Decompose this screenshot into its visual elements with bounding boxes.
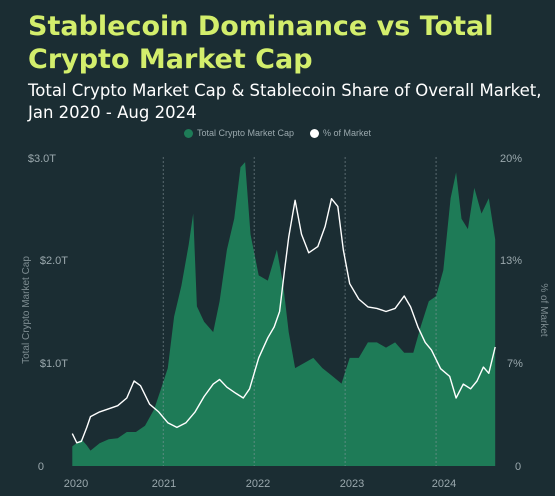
y-left-tick-label: $1.0T <box>40 358 68 370</box>
legend-item-market-cap[interactable]: Total Crypto Market Cap <box>183 128 295 138</box>
legend-label-percent: % of Market <box>323 128 372 138</box>
y-left-tick-label: $3.0T <box>28 153 56 165</box>
y-left-tick-label: 0 <box>38 461 44 473</box>
x-tick-label: 2020 <box>64 478 88 490</box>
y-right-tick-label: 0 <box>515 461 521 473</box>
y-left-tick-label: $2.0T <box>40 255 68 267</box>
y-right-tick-label: 20% <box>500 153 522 165</box>
y-right-tick-label: 13% <box>500 255 522 267</box>
x-tick-label: 2024 <box>432 478 456 490</box>
legend-swatch-percent <box>310 128 320 138</box>
y-right-tick-label: 7% <box>507 358 523 370</box>
legend-label-market-cap: Total Crypto Market Cap <box>196 128 295 138</box>
x-tick-label: 2021 <box>152 478 176 490</box>
percent-of-market-line <box>71 198 496 444</box>
chart-title: Stablecoin Dominance vs Total Crypto Mar… <box>28 11 494 75</box>
chart-subtitle: Total Crypto Market Cap & Stablecoin Sha… <box>28 81 542 122</box>
legend-swatch-market-cap <box>183 128 193 138</box>
x-tick-label: 2022 <box>246 478 270 490</box>
y-right-axis-title: % of Market <box>538 283 549 337</box>
market-cap-area <box>72 162 496 466</box>
legend-item-percent[interactable]: % of Market <box>310 128 371 138</box>
x-tick-label: 2023 <box>340 478 364 490</box>
chart-legend: Total Crypto Market Cap % of Market <box>0 128 555 138</box>
y-left-axis-title: Total Crypto Market Cap <box>21 256 32 364</box>
